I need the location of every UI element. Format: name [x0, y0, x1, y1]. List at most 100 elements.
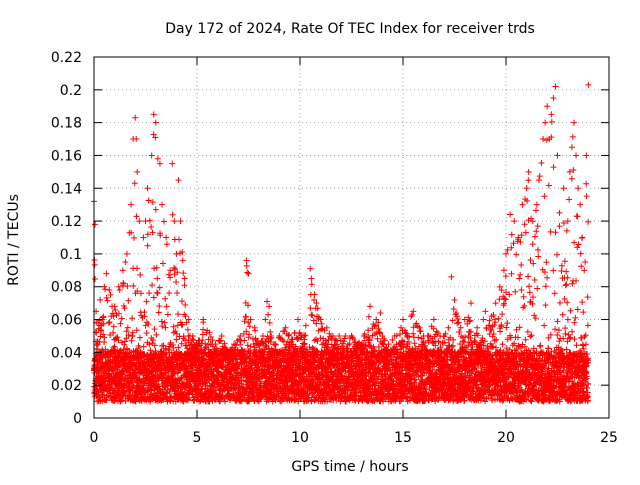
- data-point: [182, 337, 188, 343]
- data-point: [185, 327, 191, 333]
- data-point: [155, 290, 161, 296]
- data-point: [317, 335, 323, 341]
- data-point: [132, 180, 138, 186]
- data-point: [415, 334, 421, 340]
- data-point: [175, 311, 181, 317]
- data-point: [262, 317, 268, 323]
- data-point: [134, 213, 140, 219]
- data-point: [117, 287, 123, 293]
- data-point: [156, 303, 162, 309]
- data-point: [412, 340, 418, 346]
- data-point: [164, 241, 170, 247]
- data-point: [162, 296, 168, 302]
- data-point: [122, 339, 128, 345]
- data-point: [117, 321, 123, 327]
- data-point: [176, 237, 182, 243]
- data-point: [267, 320, 273, 326]
- data-point: [144, 330, 150, 336]
- data-point: [246, 331, 252, 337]
- data-point: [243, 314, 249, 320]
- data-point: [143, 323, 149, 329]
- data-point: [244, 270, 250, 276]
- data-point: [173, 337, 179, 343]
- data-point: [309, 312, 315, 318]
- data-point: [171, 330, 177, 336]
- data-point: [130, 283, 136, 289]
- data-point: [148, 224, 154, 230]
- data-point: [92, 276, 98, 282]
- data-point: [149, 282, 155, 288]
- data-point: [244, 263, 250, 269]
- data-point: [141, 344, 147, 350]
- data-point: [303, 323, 309, 329]
- data-point: [160, 260, 166, 266]
- data-point: [241, 338, 247, 344]
- data-point: [134, 265, 140, 271]
- data-point: [125, 325, 131, 331]
- data-point: [265, 312, 271, 318]
- data-point: [122, 259, 128, 265]
- data-point: [129, 315, 135, 321]
- data-point: [200, 327, 206, 333]
- data-point: [434, 329, 440, 335]
- data-points: [91, 82, 591, 405]
- data-point: [182, 302, 188, 308]
- data-point: [181, 282, 187, 288]
- data-point: [101, 335, 107, 341]
- data-point: [104, 295, 110, 301]
- data-point: [153, 207, 159, 213]
- data-point: [154, 265, 160, 271]
- data-point: [137, 335, 143, 341]
- data-point: [199, 337, 205, 343]
- data-point: [191, 397, 197, 403]
- data-point: [180, 257, 186, 263]
- data-point: [105, 298, 111, 304]
- data-point: [307, 305, 313, 311]
- data-point: [312, 292, 318, 298]
- data-point: [107, 319, 113, 325]
- data-point: [151, 265, 157, 271]
- data-point: [245, 342, 251, 348]
- data-point: [153, 332, 159, 338]
- data-point: [180, 270, 186, 276]
- data-point: [164, 304, 170, 310]
- data-point: [409, 312, 415, 318]
- data-point: [247, 323, 253, 329]
- data-point: [145, 243, 151, 249]
- data-point: [125, 298, 131, 304]
- data-point: [152, 326, 158, 332]
- data-point: [106, 320, 112, 326]
- data-point: [157, 285, 163, 291]
- data-point: [175, 322, 181, 328]
- data-point: [319, 321, 325, 327]
- data-point: [410, 331, 416, 337]
- data-point: [161, 218, 167, 224]
- data-point: [350, 336, 356, 342]
- data-point: [143, 299, 149, 305]
- data-point: [309, 281, 315, 287]
- data-point: [426, 339, 432, 345]
- data-point: [267, 329, 273, 335]
- data-point: [436, 339, 442, 345]
- data-point: [167, 275, 173, 281]
- data-point: [111, 324, 117, 330]
- data-point: [166, 290, 172, 296]
- data-point: [112, 344, 118, 350]
- data-point: [237, 342, 243, 348]
- data-point: [151, 295, 157, 301]
- data-point: [170, 212, 176, 218]
- data-point: [166, 272, 172, 278]
- data-point: [179, 298, 185, 304]
- data-point: [173, 279, 179, 285]
- data-point: [131, 235, 137, 241]
- data-point: [129, 338, 135, 344]
- data-point: [418, 328, 424, 334]
- data-point: [312, 337, 318, 343]
- data-point: [154, 275, 160, 281]
- data-point: [165, 311, 171, 317]
- data-point: [92, 262, 98, 268]
- data-point: [100, 314, 106, 320]
- data-point: [119, 316, 125, 322]
